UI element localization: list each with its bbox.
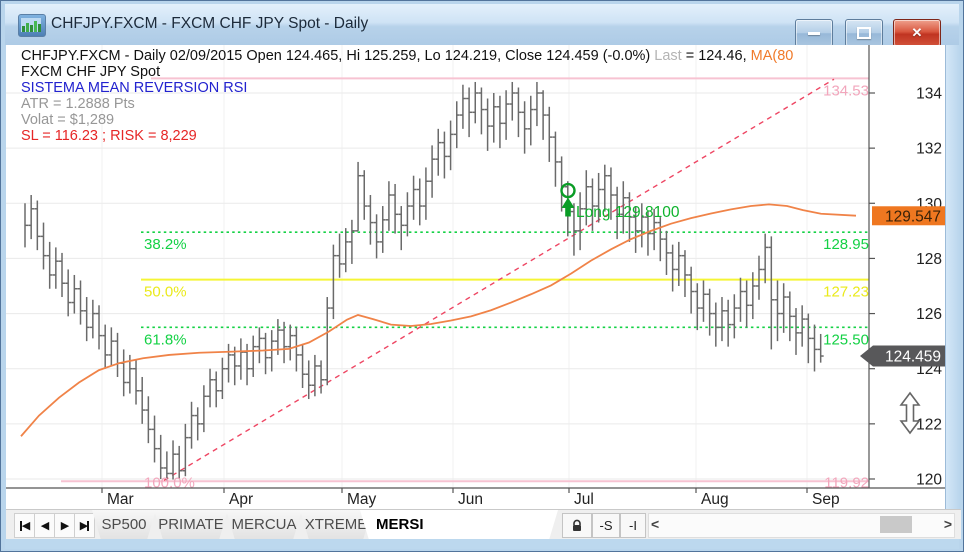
nav-first-icon	[19, 520, 22, 531]
fib-percent-label: 38.2%	[144, 236, 187, 253]
nav-next-button[interactable]: ▶	[54, 513, 75, 538]
x-axis-label: Apr	[229, 491, 253, 508]
minus-s-button[interactable]: -S	[592, 513, 620, 538]
ma80-line	[20, 203, 857, 437]
fib-percent-label: 50.0%	[144, 284, 187, 301]
title-bar[interactable]: CHFJPY.FXCM - FXCM CHF JPY Spot - Daily …	[5, 4, 959, 47]
nav-last-icon: ▶	[79, 520, 89, 532]
ohlc-bars	[24, 81, 824, 481]
fib-price-label: 128.95	[823, 236, 869, 253]
ma-price-tag-value: 129.547	[885, 208, 941, 225]
minimize-button[interactable]	[795, 19, 833, 47]
long-arrow-icon	[561, 197, 575, 217]
fib-percent-label: 100.0%	[144, 475, 195, 492]
x-axis-label: Jun	[458, 491, 483, 508]
nav-first-icon: ◀	[21, 520, 31, 532]
close-button[interactable]: ✕	[893, 19, 941, 47]
last-price-tag-value: 124.459	[885, 349, 941, 366]
nav-prev-button[interactable]: ◀	[34, 513, 55, 538]
x-axis-label: Sep	[812, 491, 840, 508]
y-axis-label: 134	[916, 86, 942, 103]
bottom-tab-bar: < > ◀ ◀ ▶ ▶ SP500 PRIMATE MERCUA XTREME MERSI -S -…	[6, 509, 961, 539]
fib-price-label: 119.92	[824, 475, 869, 492]
fib-price-label: 134.53	[823, 82, 869, 99]
window-title: CHFJPY.FXCM - FXCM CHF JPY Spot - Daily	[51, 15, 369, 32]
nav-last-icon	[87, 520, 90, 531]
nav-last-button[interactable]: ▶	[74, 513, 95, 538]
lock-icon	[573, 519, 581, 531]
nav-first-button[interactable]: ◀	[14, 513, 35, 538]
trade-entry-circle-icon	[560, 182, 576, 199]
tab-mersi[interactable]: MERSI	[360, 510, 558, 540]
x-axis-label: Mar	[107, 491, 134, 508]
resize-vertical-cursor-icon	[899, 391, 921, 435]
plot-area[interactable]: Long 129.8100 134.53 38.2% 128.95 50.0% 127.2…	[6, 45, 869, 492]
last-price-tag	[860, 345, 945, 367]
nav-prev-icon: ◀	[40, 520, 50, 532]
chart-icon	[21, 18, 41, 32]
ma-price-tag	[872, 206, 945, 226]
y-axis-label: 132	[916, 141, 942, 158]
maximize-button[interactable]	[845, 19, 883, 47]
fib-price-label: 125.50	[823, 331, 869, 348]
x-axis-label: Aug	[701, 491, 729, 508]
tab-xtreme[interactable]: XTREME	[300, 510, 372, 540]
window-bottom-border	[5, 539, 959, 549]
vertical-scrollbar[interactable]	[945, 45, 961, 509]
scroll-right-icon[interactable]: >	[943, 516, 952, 532]
close-icon: ✕	[911, 25, 923, 40]
trendline[interactable]	[163, 78, 835, 481]
tab-primate[interactable]: PRIMATE	[154, 510, 228, 540]
price-chart[interactable]: Long 129.8100 134.53 38.2% 128.95 50.0% 127.2…	[6, 45, 945, 509]
x-axis-label: May	[347, 491, 377, 508]
scroll-left-icon[interactable]: <	[651, 516, 660, 532]
fib-price-label: 127.23	[823, 284, 869, 301]
maximize-icon	[857, 27, 871, 39]
tab-mercua[interactable]: MERCUA	[226, 510, 302, 540]
lock-button[interactable]	[562, 513, 592, 538]
horizontal-scrollbar[interactable]: < >	[648, 513, 955, 538]
app-icon	[18, 14, 46, 37]
y-axis-label: 120	[916, 471, 942, 488]
y-axis-label: 122	[916, 416, 942, 433]
y-axis-label: 128	[916, 251, 942, 268]
trade-marker-label: Long 129.8100	[576, 204, 680, 221]
minimize-icon	[808, 31, 820, 35]
scrollbar-thumb[interactable]	[880, 516, 912, 533]
y-axis-label: 126	[916, 306, 942, 323]
x-axis-label: Jul	[574, 491, 594, 508]
minus-i-button[interactable]: -I	[620, 513, 646, 538]
chart-panel: Long 129.8100 134.53 38.2% 128.95 50.0% 127.2…	[6, 45, 945, 509]
fib-percent-label: 61.8%	[144, 331, 187, 348]
tab-sp500[interactable]: SP500	[92, 510, 156, 540]
nav-next-icon: ▶	[60, 520, 70, 532]
